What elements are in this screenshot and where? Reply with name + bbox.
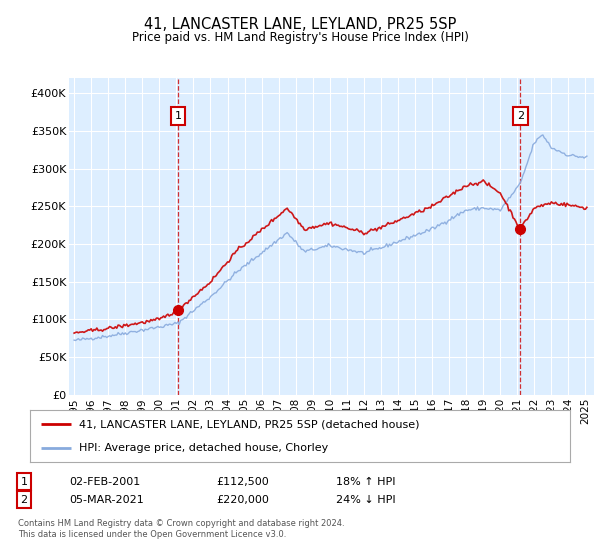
- Text: HPI: Average price, detached house, Chorley: HPI: Average price, detached house, Chor…: [79, 443, 328, 453]
- Text: £220,000: £220,000: [216, 494, 269, 505]
- Text: 41, LANCASTER LANE, LEYLAND, PR25 5SP (detached house): 41, LANCASTER LANE, LEYLAND, PR25 5SP (d…: [79, 419, 419, 430]
- Text: Contains HM Land Registry data © Crown copyright and database right 2024.
This d: Contains HM Land Registry data © Crown c…: [18, 520, 344, 539]
- Text: 02-FEB-2001: 02-FEB-2001: [69, 477, 140, 487]
- Text: 2: 2: [517, 111, 524, 121]
- Text: 1: 1: [20, 477, 28, 487]
- Text: Price paid vs. HM Land Registry's House Price Index (HPI): Price paid vs. HM Land Registry's House …: [131, 31, 469, 44]
- Text: 41, LANCASTER LANE, LEYLAND, PR25 5SP: 41, LANCASTER LANE, LEYLAND, PR25 5SP: [144, 17, 456, 32]
- Text: 1: 1: [175, 111, 181, 121]
- Text: £112,500: £112,500: [216, 477, 269, 487]
- Text: 24% ↓ HPI: 24% ↓ HPI: [336, 494, 395, 505]
- Text: 18% ↑ HPI: 18% ↑ HPI: [336, 477, 395, 487]
- Text: 05-MAR-2021: 05-MAR-2021: [69, 494, 144, 505]
- Text: 2: 2: [20, 494, 28, 505]
